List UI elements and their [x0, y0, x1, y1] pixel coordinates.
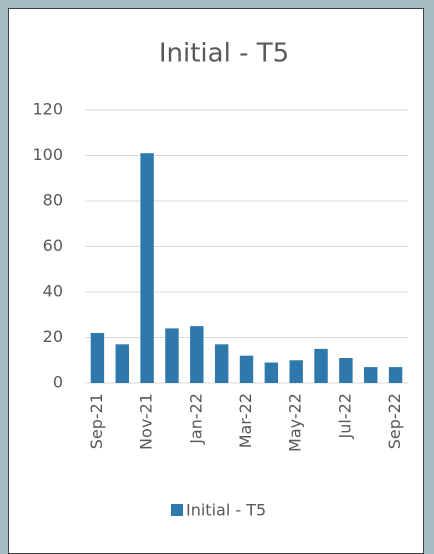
y-tick-label: 120 — [32, 100, 63, 119]
bar — [190, 326, 204, 383]
bar — [264, 362, 279, 383]
y-tick-label: 100 — [32, 145, 63, 164]
bar — [289, 360, 303, 383]
bar — [165, 328, 179, 383]
bar — [239, 355, 254, 383]
chart-panel — [8, 8, 424, 554]
bar — [364, 367, 378, 383]
bar — [214, 344, 229, 383]
legend-swatch — [171, 504, 183, 516]
bar — [115, 344, 129, 383]
bar — [90, 332, 105, 383]
legend-label: Initial - T5 — [186, 501, 266, 520]
y-tick-label: 60 — [43, 236, 63, 255]
x-tick-label: Mar-22 — [236, 393, 255, 448]
x-tick-label: Nov-21 — [137, 393, 156, 450]
bar — [339, 357, 353, 383]
bar — [388, 367, 403, 383]
bar — [140, 153, 154, 383]
bar — [314, 348, 328, 383]
x-tick-label: Jul-22 — [335, 393, 354, 439]
y-tick-label: 0 — [53, 373, 63, 392]
y-tick-label: 80 — [43, 191, 63, 210]
x-tick-label: Sep-22 — [385, 393, 404, 449]
chart-title: Initial - T5 — [159, 39, 289, 69]
y-tick-label: 20 — [43, 327, 63, 346]
x-tick-label: Sep-21 — [87, 393, 106, 449]
x-tick-label: Jan-22 — [186, 393, 205, 445]
y-tick-label: 40 — [43, 282, 63, 301]
x-tick-label: May-22 — [286, 393, 305, 452]
